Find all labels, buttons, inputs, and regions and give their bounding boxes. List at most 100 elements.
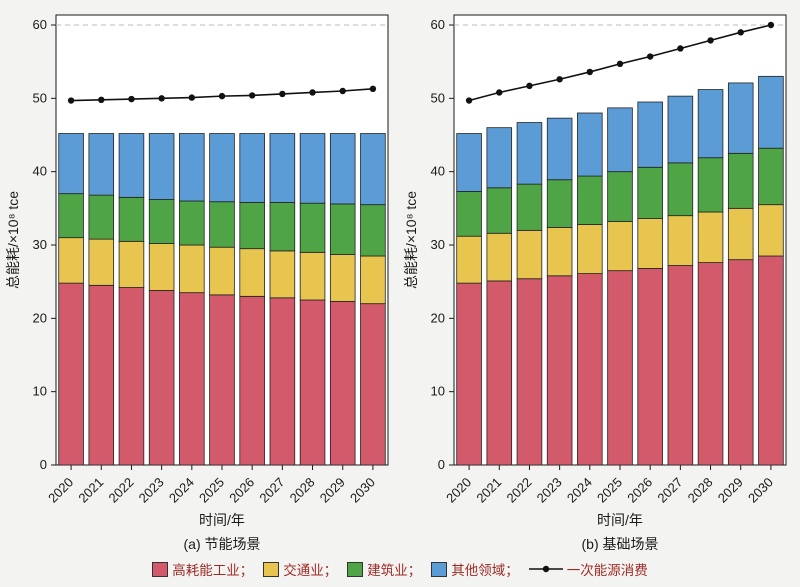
x-tick-label: 2029 [715,475,746,506]
bar-segment-其他领域 [239,133,265,203]
line-marker [248,92,256,99]
bar-segment-高耗能工业 [697,262,724,466]
y-axis-label: 总能耗/×10⁸ tce [5,191,21,289]
y-tick-label: 0 [438,457,445,472]
y-tick-label: 0 [40,457,47,472]
bar-segment-高耗能工业 [607,270,633,466]
y-tick-label: 40 [33,164,47,179]
y-tick-label: 60 [431,17,445,32]
bar-segment-建筑业 [118,196,145,242]
bar-segment-其他领域 [209,133,235,203]
bar-segment-高耗能工业 [209,294,235,466]
bar-segment-建筑业 [239,202,265,250]
bar-segment-高耗能工业 [269,297,296,466]
bar-segment-其他领域 [299,133,326,204]
bar-segment-交通业 [697,211,724,263]
bar-segment-交通业 [329,254,356,302]
x-tick-label: 2026 [624,475,655,506]
bar-segment-交通业 [360,255,386,305]
line-marker [98,96,105,104]
bar-segment-其他领域 [360,133,386,206]
bar-segment-交通业 [456,235,482,284]
x-tick-label: 2024 [166,475,197,506]
bar-segment-建筑业 [516,183,543,231]
line-marker [158,95,165,102]
y-tick-label: 30 [431,237,445,252]
legend-item: 高耗能工业； [152,559,253,579]
x-tick-label: 2028 [685,475,716,506]
x-tick-label: 2021 [75,475,106,506]
bar-segment-其他领域 [269,133,296,203]
bar-segment-建筑业 [486,187,513,234]
bar-segment-交通业 [239,248,265,297]
bar-segment-其他领域 [179,133,205,202]
bar-segment-高耗能工业 [239,295,265,466]
bar-segment-高耗能工业 [58,282,84,466]
chart-caption: (b) 基础场景 [582,536,659,552]
bar-segment-其他领域 [88,133,115,196]
line-marker [767,21,775,29]
bar-segment-其他领域 [667,95,694,164]
y-tick-label: 40 [431,164,445,179]
bar-segment-高耗能工业 [118,287,145,466]
bar-segment-建筑业 [637,166,663,219]
line-marker [556,76,563,83]
x-tick-label: 2027 [654,475,685,506]
x-tick-label: 2023 [136,475,167,506]
bar-segment-其他领域 [727,82,754,154]
bar-segment-高耗能工业 [516,278,543,466]
bar-segment-其他领域 [329,133,356,205]
legend-item: 交通业； [263,559,337,579]
line-marker [737,29,744,36]
bar-segment-交通业 [516,229,543,280]
x-axis-label: 时间/年 [597,512,643,528]
x-axis-label: 时间/年 [199,512,245,528]
x-tick-label: 2030 [347,475,378,506]
line-marker [646,53,654,60]
bar-segment-建筑业 [697,157,724,213]
legend-swatch-icon [152,561,169,577]
line-marker [616,60,624,68]
bar-segment-其他领域 [456,133,482,192]
bar-segment-其他领域 [516,122,543,185]
bar-segment-其他领域 [577,112,603,177]
bar-segment-其他领域 [637,101,663,168]
y-tick-label: 60 [33,17,47,32]
bar-segment-高耗能工业 [727,259,754,466]
legend-label: 交通业； [283,563,338,578]
line-marker [279,90,286,98]
bar-segment-高耗能工业 [758,255,784,466]
y-tick-label: 30 [33,237,47,252]
bar-segment-高耗能工业 [456,282,482,466]
x-tick-label: 2027 [256,475,287,506]
bar-segment-建筑业 [577,175,603,225]
x-tick-label: 2022 [504,475,535,506]
bar-segment-建筑业 [299,202,326,253]
x-tick-label: 2023 [534,475,565,506]
x-tick-label: 2025 [196,475,227,506]
bar-segment-建筑业 [58,193,84,239]
bar-segment-交通业 [88,238,115,286]
line-marker [496,89,503,96]
bar-segment-建筑业 [667,162,694,217]
y-tick-label: 20 [33,310,47,325]
line-marker [526,82,533,90]
y-tick-label: 50 [33,90,47,105]
bar-segment-其他领域 [118,133,145,198]
bar-segment-高耗能工业 [546,275,573,466]
legend-label: 其他领域； [451,563,519,578]
chart-panel-baseline-scenario: 0 10 20 30 40 50 60 2020 2021 2022 2023 2024 2025 202… [400,0,798,554]
bar-segment-交通业 [269,250,296,299]
line-marker [369,85,377,93]
bar-segment-其他领域 [58,133,84,195]
bar-segment-建筑业 [758,147,784,206]
bar-segment-交通业 [667,215,694,266]
bar-segment-高耗能工业 [299,299,326,466]
bar-segment-建筑业 [360,204,386,257]
bar-segment-建筑业 [456,191,482,237]
line-marker [128,95,135,103]
y-tick-label: 50 [431,90,445,105]
x-tick-label: 2022 [106,475,137,506]
y-axis-label: 总能耗/×10⁸ tce [403,191,419,289]
